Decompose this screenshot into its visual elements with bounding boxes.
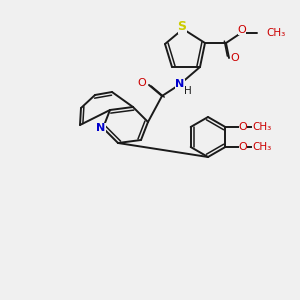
Text: N: N — [176, 79, 184, 89]
Text: O: O — [238, 25, 246, 35]
Text: CH₃: CH₃ — [266, 28, 285, 38]
Text: O: O — [231, 53, 239, 63]
Text: H: H — [184, 86, 192, 96]
Text: O: O — [238, 142, 247, 152]
Text: N: N — [96, 123, 106, 133]
Text: CH₃: CH₃ — [252, 122, 272, 132]
Text: S: S — [178, 20, 187, 34]
Text: CH₃: CH₃ — [252, 142, 272, 152]
Text: O: O — [238, 122, 247, 132]
Text: O: O — [138, 78, 146, 88]
